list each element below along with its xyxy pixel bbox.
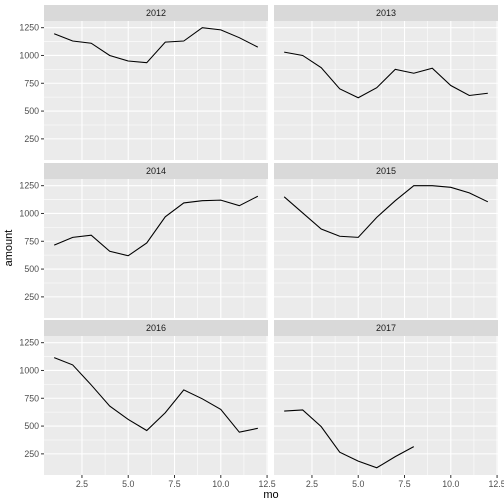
y-tick-label: 1250 [19, 338, 39, 348]
panel-background [274, 179, 498, 318]
facet-strip [44, 163, 268, 179]
facet-strip [274, 320, 498, 336]
panel-background [274, 336, 498, 475]
series-line-2016 [53, 357, 258, 433]
x-tick-label: 7.5 [168, 479, 180, 489]
x-tick-label: 12.5 [259, 479, 276, 489]
series-line-2013 [284, 51, 488, 99]
facet-strip-label: 2014 [146, 166, 166, 176]
series-line-2014 [53, 195, 259, 257]
x-tick-label: 10.0 [212, 479, 229, 489]
panel-background [44, 336, 268, 475]
facet-panel-2014: 2014 250 500 750 1000 1250 [19, 163, 268, 318]
x-tick-label: 5.0 [352, 479, 364, 489]
facet-strip-label: 2013 [376, 8, 396, 18]
x-tick-label: 12.5 [489, 479, 504, 489]
series-line-2012 [53, 27, 259, 64]
y-tick-label: 750 [24, 393, 39, 403]
facet-panel-2013: 2013 [274, 5, 498, 160]
facet-panels: 2012 250 500 750 1000 1250 2013 2014 250 500 750 10… [19, 5, 504, 489]
y-tick-label: 750 [24, 236, 39, 246]
facet-panel-2015: 2015 [274, 163, 498, 318]
y-tick-label: 500 [24, 421, 39, 431]
y-tick-label: 750 [24, 78, 39, 88]
y-tick-label: 1000 [19, 365, 39, 375]
facet-strip-label: 2015 [376, 166, 396, 176]
y-tick-label: 500 [24, 106, 39, 116]
series-line-2017 [284, 409, 415, 469]
facet-panel-2016: 2016 250 500 750 1000 1250 2.5 5.0 7.5 10.0 12.5 [19, 320, 276, 489]
facet-strip-label: 2017 [376, 323, 396, 333]
x-tick-label: 2.5 [306, 479, 318, 489]
y-tick-label: 1000 [19, 208, 39, 218]
x-tick-label: 2.5 [76, 479, 88, 489]
y-tick-label: 500 [24, 264, 39, 274]
facet-strip [44, 5, 268, 21]
x-tick-label: 7.5 [398, 479, 410, 489]
facet-strip [274, 163, 498, 179]
facet-panel-2017: 2017 2.5 5.0 7.5 10.0 12.5 [274, 320, 504, 489]
y-tick-label: 1250 [19, 181, 39, 191]
y-tick-label: 250 [24, 292, 39, 302]
panel-background [44, 179, 268, 318]
facet-panel-2012: 2012 250 500 750 1000 1250 [19, 5, 268, 160]
y-axis-title: amount [3, 230, 15, 267]
x-tick-label: 5.0 [122, 479, 134, 489]
y-tick-label: 250 [24, 134, 39, 144]
panel-background [44, 21, 268, 160]
series-line-2015 [283, 185, 489, 238]
facet-strip [44, 320, 268, 336]
facet-strip [274, 5, 498, 21]
facet-strip-label: 2012 [146, 8, 166, 18]
x-tick-label: 10.0 [442, 479, 459, 489]
y-tick-label: 1250 [19, 23, 39, 33]
facet-strip-label: 2016 [146, 323, 166, 333]
y-tick-label: 1000 [19, 50, 39, 60]
y-tick-label: 250 [24, 449, 39, 459]
x-axis-title: mo [263, 489, 278, 501]
